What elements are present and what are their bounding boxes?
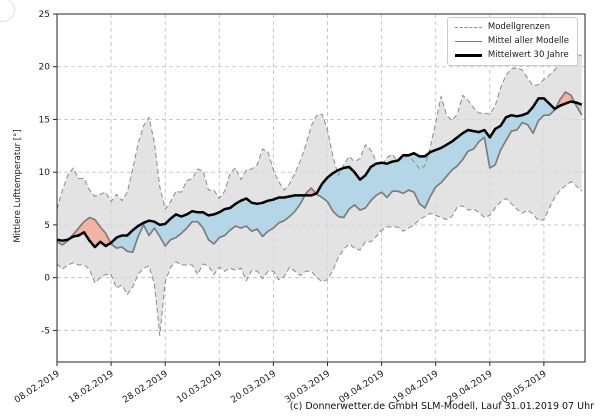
- svg-text:20: 20: [39, 63, 51, 73]
- lower-bound-line: [56, 181, 583, 337]
- legend-label: Mittelwert 30 Jahre: [487, 50, 569, 60]
- svg-text:10.03.2019: 10.03.2019: [175, 369, 224, 406]
- legend-item-30y-mean: Mittelwert 30 Jahre: [454, 50, 569, 61]
- svg-text:10: 10: [39, 168, 51, 178]
- legend: Modellgrenzen Mittel aller Modelle Mitte…: [446, 17, 578, 66]
- model-mean-line: [56, 91, 583, 254]
- climate-mean-line: [56, 97, 583, 249]
- axes: [53, 13, 586, 366]
- svg-text:08.02.2019: 08.02.2019: [13, 369, 62, 406]
- svg-text:25: 25: [39, 10, 50, 20]
- thick-black-line-icon: [454, 54, 482, 57]
- svg-text:0: 0: [44, 274, 50, 284]
- legend-item-model-bounds: Modellgrenzen: [454, 22, 569, 33]
- upper-bound-line: [56, 52, 583, 210]
- legend-item-model-mean: Mittel aller Modelle: [454, 36, 569, 47]
- y-axis-label: Mittlere Lufttemperatur [°]: [13, 129, 23, 243]
- legend-label: Modellgrenzen: [487, 22, 551, 32]
- solid-gray-line-icon: [454, 41, 482, 42]
- svg-text:-5: -5: [41, 326, 50, 336]
- svg-text:5: 5: [44, 221, 50, 231]
- legend-label: Mittel aller Modelle: [487, 36, 569, 46]
- dashed-line-icon: [454, 27, 482, 28]
- svg-text:20.03.2019: 20.03.2019: [229, 369, 278, 406]
- y-tick-labels: -5 0 5 10 15 20 25: [39, 10, 51, 336]
- svg-text:18.02.2019: 18.02.2019: [67, 369, 116, 406]
- svg-text:28.02.2019: 28.02.2019: [121, 369, 170, 406]
- copyright-caption: (c) Donnerwetter.de GmbH SLM-Modell, Lau…: [289, 401, 594, 412]
- svg-text:15: 15: [39, 115, 50, 125]
